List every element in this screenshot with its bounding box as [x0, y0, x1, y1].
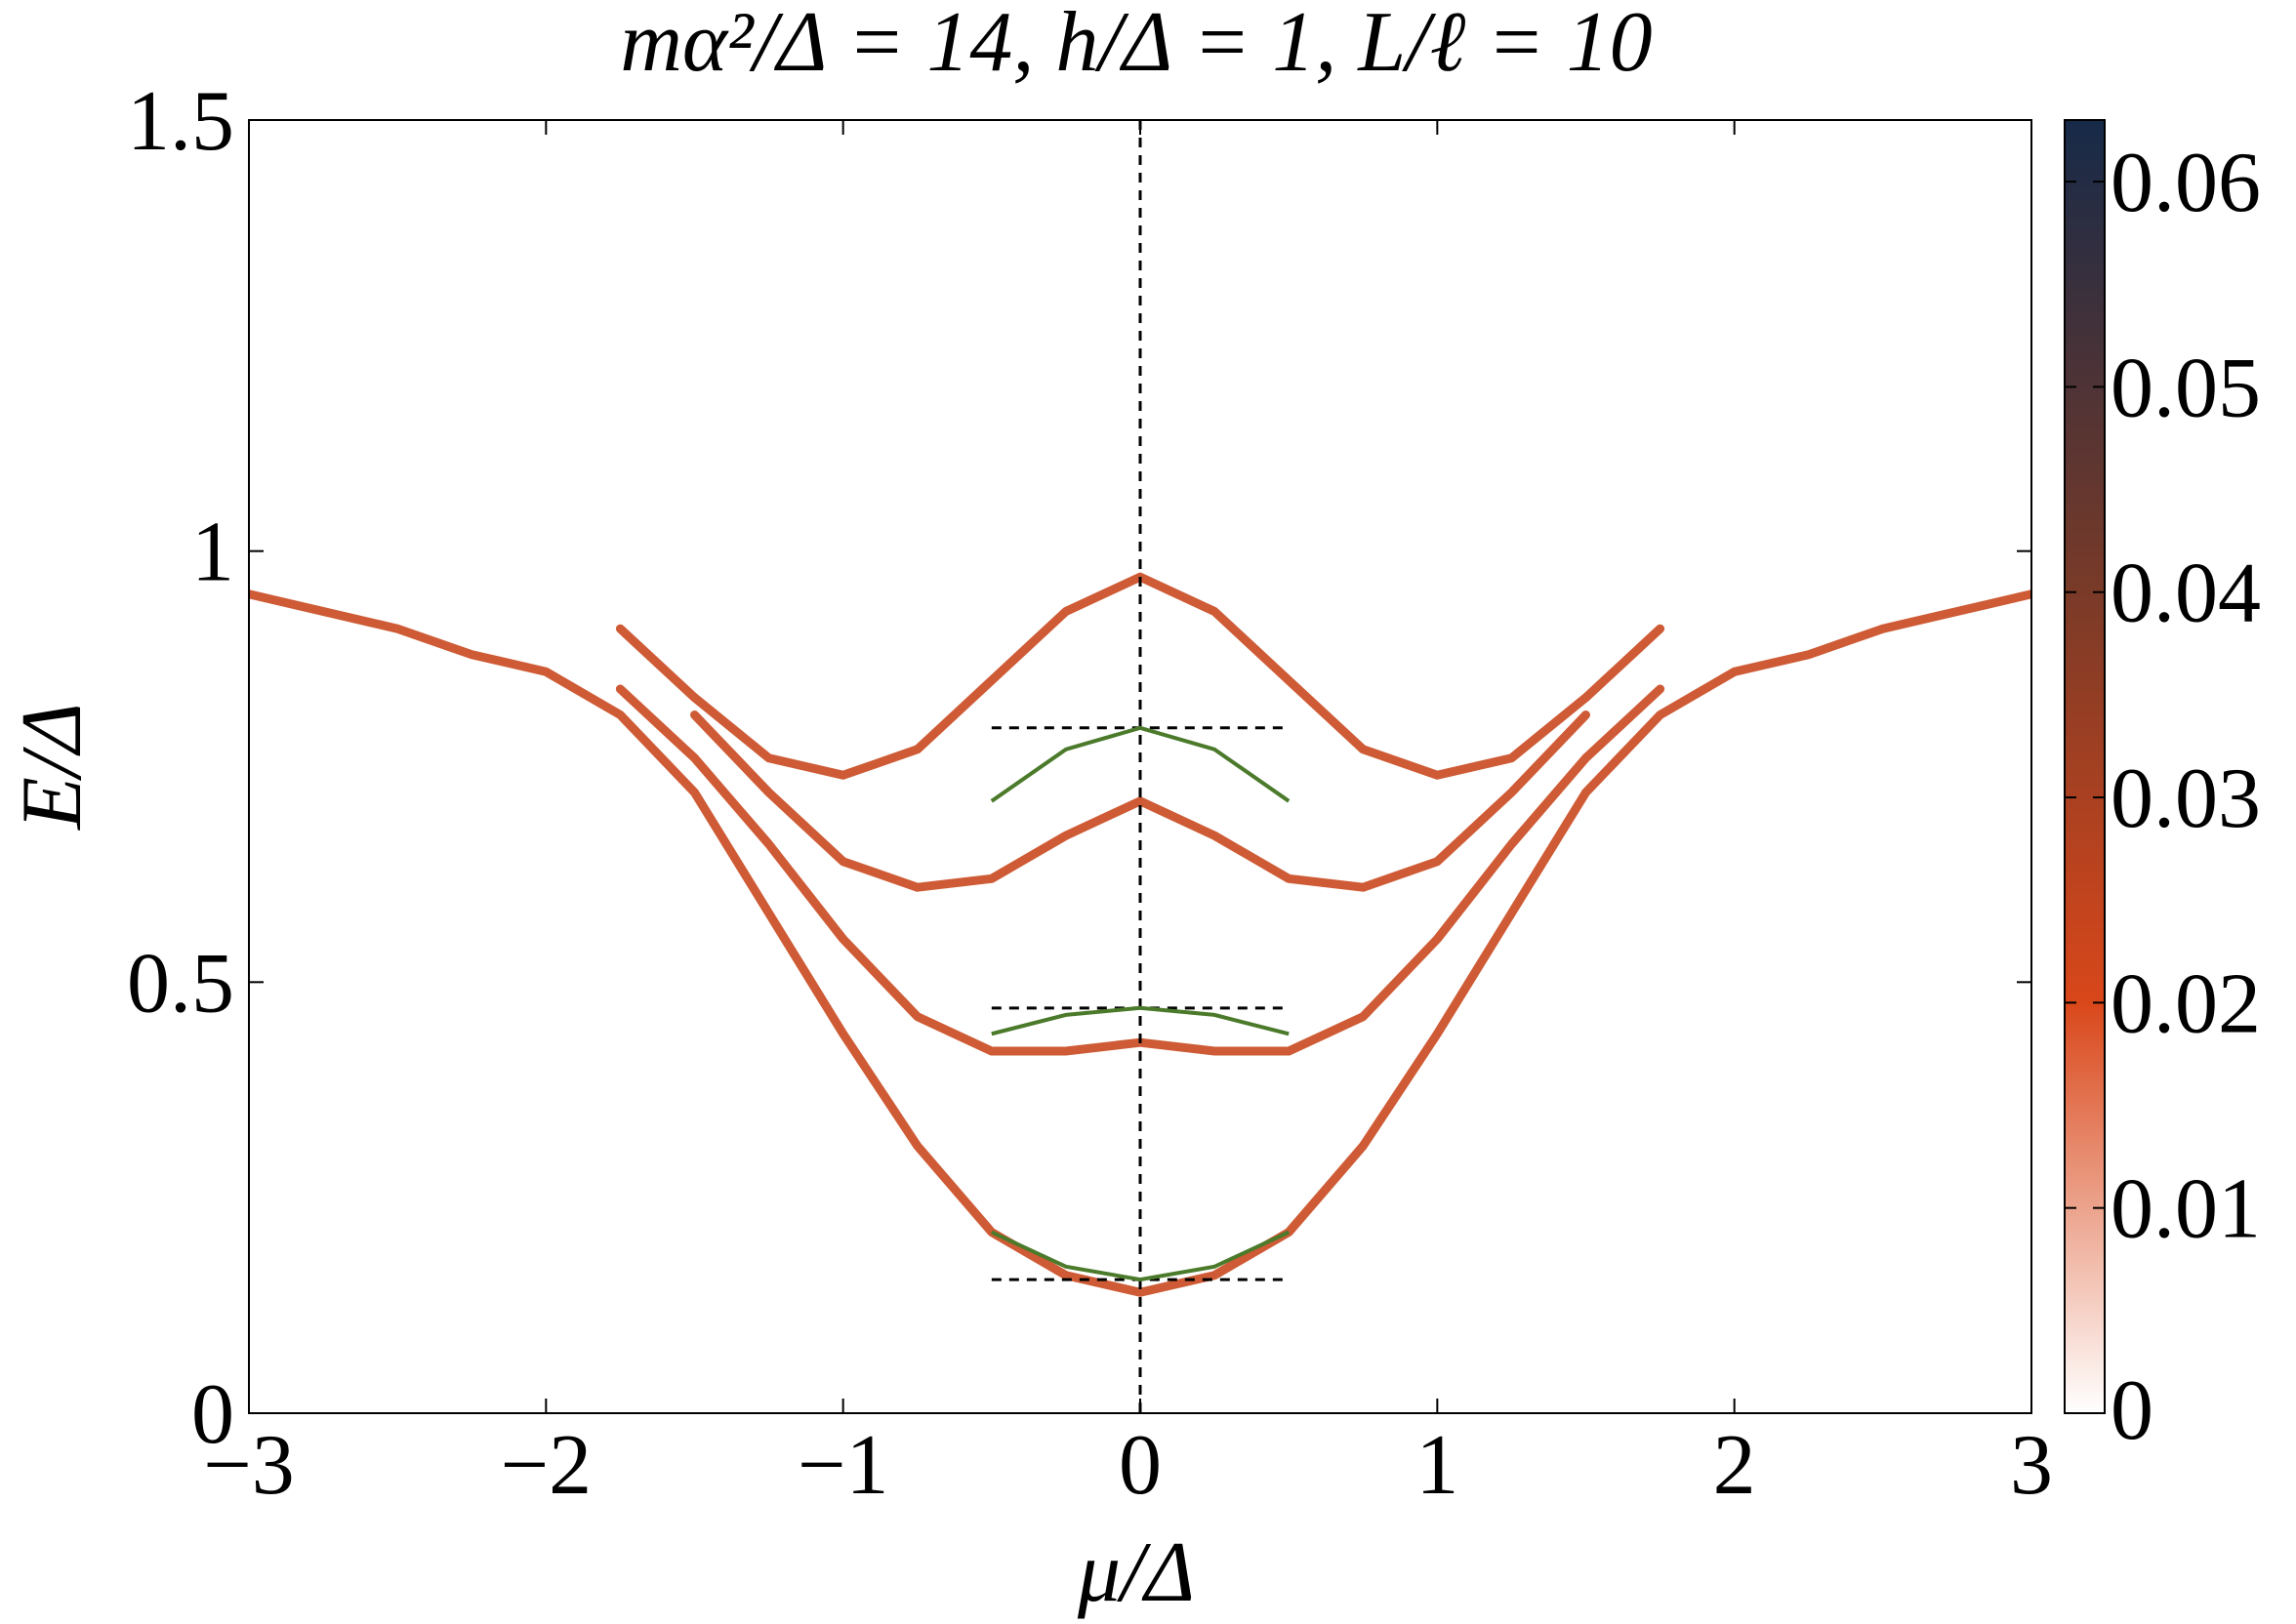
x-axis-label: μ/Δ [1077, 1525, 1195, 1620]
colorbar [2064, 119, 2106, 1414]
approximation-curve [991, 1005, 1290, 1036]
energy-band [249, 589, 2031, 1297]
colorbar-tick-label: 0.04 [2111, 547, 2261, 641]
y-tick-label: 0.5 [127, 936, 234, 1031]
y-axis-label: E/Δ [5, 703, 100, 832]
approximation-curve [990, 725, 1291, 803]
plot-area [249, 120, 2031, 1413]
colorbar-tick-label: 0.01 [2111, 1162, 2261, 1257]
y-tick-label: 1 [191, 506, 234, 600]
chart-title: mα²/Δ = 14, h/Δ = 1, L/ℓ = 10 [620, 0, 1652, 90]
energy-band [615, 572, 1665, 780]
approximation-curve [990, 1230, 1291, 1282]
x-tick-label: 2 [1713, 1418, 1756, 1513]
colorbar-tick-label: 0.03 [2111, 751, 2261, 846]
y-tick-label: 0 [191, 1367, 234, 1462]
x-tick-label: 1 [1415, 1418, 1458, 1513]
x-tick-label: −1 [798, 1418, 889, 1513]
y-tick-label: 1.5 [127, 74, 234, 169]
colorbar-tick-label: 0 [2111, 1363, 2153, 1458]
x-tick-label: −3 [203, 1418, 295, 1513]
x-tick-label: 3 [2010, 1418, 2053, 1513]
x-tick-label: −2 [501, 1418, 593, 1513]
colorbar-tick-label: 0.02 [2111, 956, 2261, 1051]
x-tick-label: 0 [1119, 1418, 1162, 1513]
colorbar-tick-label: 0.05 [2111, 341, 2261, 435]
energy-band [690, 710, 1590, 892]
colorbar-tick-label: 0.06 [2111, 136, 2261, 230]
